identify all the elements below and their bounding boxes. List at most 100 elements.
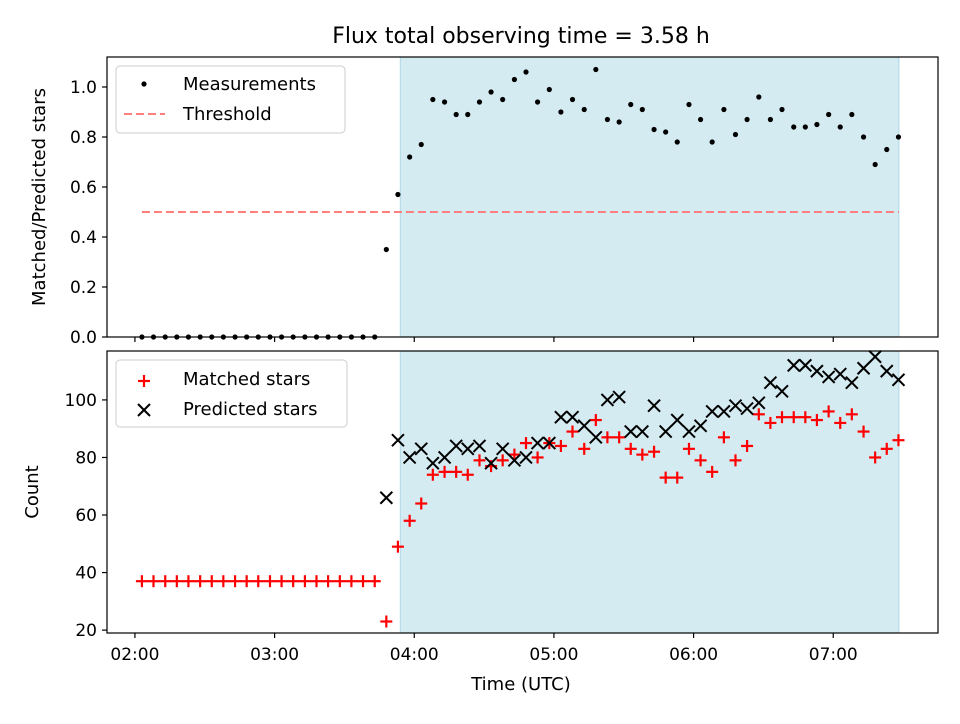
matched-star-point	[461, 468, 474, 481]
predicted-star-point	[565, 410, 580, 424]
matched-star-point	[368, 575, 381, 588]
predicted-star-point	[810, 364, 824, 378]
matched-star-point	[764, 416, 777, 429]
measurement-point	[744, 116, 750, 123]
measurement-point	[465, 111, 471, 118]
matched-star-point	[438, 465, 451, 478]
predicted-star-point	[530, 436, 545, 450]
predicted-star-point	[682, 424, 696, 439]
bottom-panel-frame	[106, 350, 939, 634]
x-tick-label: 06:00	[669, 645, 718, 665]
matched-star-point	[415, 497, 428, 510]
measurement-point	[628, 101, 634, 108]
matched-star-point	[589, 414, 602, 427]
measurement-point	[407, 154, 413, 160]
bottom-observing-interval-shade	[399, 350, 900, 634]
measurement-point	[511, 76, 517, 83]
matched-star-point	[519, 437, 532, 450]
matched-star-point	[508, 448, 521, 461]
matched-star-point	[182, 575, 195, 588]
predicted-star-point	[821, 370, 836, 384]
measurement-point	[604, 116, 611, 123]
measurement-point	[441, 99, 448, 105]
matched-star-point	[717, 431, 730, 444]
matched-star-point	[694, 454, 707, 467]
bottom-panel-axes-layer: 20 40 60 80 100 02:00 03:00 04:00 05:00 06:00 07:0…	[65, 391, 858, 665]
predicted-star-point	[391, 433, 405, 447]
predicted-star-point	[461, 442, 475, 456]
matched-star-point	[659, 471, 672, 484]
matched-star-point	[810, 414, 823, 427]
measurement-point	[872, 161, 878, 168]
predicted-star-point	[426, 456, 440, 470]
matched-star-point	[240, 575, 253, 588]
predicted-star-point	[635, 424, 650, 439]
matched-star-point	[450, 465, 463, 478]
matched-star-point	[880, 442, 893, 455]
x-tick-label: 05:00	[529, 645, 578, 665]
measurement-point	[569, 96, 576, 103]
matched-star-point	[473, 454, 486, 467]
matched-star-point	[682, 442, 695, 455]
predicted-star-point	[519, 450, 533, 465]
legend-measurements-marker	[141, 81, 147, 87]
matched-star-point	[601, 431, 614, 444]
bottom-y-tick-label: 20	[75, 621, 97, 641]
top-y-tick-label: 0.0	[70, 328, 97, 348]
measurement-point	[709, 139, 715, 145]
matched-star-point	[648, 445, 661, 458]
matched-star-point	[869, 451, 882, 464]
matched-star-point	[298, 575, 311, 588]
matched-star-point	[892, 434, 905, 447]
x-tick-label: 02:00	[110, 645, 159, 665]
matched-star-point	[380, 615, 393, 628]
measurement-point	[686, 101, 692, 108]
top-y-tick-label: 1.0	[70, 78, 97, 98]
measurement-point	[802, 124, 808, 130]
predicted-star-point	[763, 375, 778, 390]
matched-star-point	[554, 439, 567, 452]
measurement-point	[779, 106, 785, 113]
top-y-tick-label: 0.2	[70, 278, 97, 298]
measurement-point	[488, 89, 494, 95]
matched-star-point	[671, 471, 684, 484]
measurement-point	[534, 99, 541, 105]
bottom-panel-ylabel: Count	[22, 465, 43, 518]
matched-star-point	[752, 408, 765, 421]
predicted-star-point	[845, 375, 859, 390]
measurement-point	[639, 106, 645, 113]
matched-star-point	[345, 575, 358, 588]
x-tick-label: 07:00	[809, 645, 858, 665]
bottom-panel-marks-layer	[135, 350, 906, 628]
matched-star-point	[391, 540, 404, 553]
predicted-star-point	[472, 439, 487, 453]
matched-star-point	[147, 575, 160, 588]
predicted-star-point	[775, 384, 789, 398]
matched-star-point	[170, 575, 183, 588]
predicted-star-point	[624, 424, 638, 439]
predicted-star-point	[612, 390, 626, 404]
matched-star-point	[205, 575, 218, 588]
predicted-star-point	[449, 439, 463, 453]
measurement-point	[814, 121, 820, 128]
matched-star-point	[857, 425, 870, 438]
measurement-point	[476, 99, 483, 105]
matched-star-point	[636, 448, 649, 461]
predicted-star-point	[705, 404, 719, 419]
bottom-panel: 20 40 60 80 100 02:00 03:00 04:00 05:00 06:00 07:0…	[22, 350, 939, 665]
top-panel: 0.0 0.2 0.4 0.6 0.8 1.0 Matched/Predicted sta…	[29, 56, 939, 348]
measurement-point	[500, 96, 506, 103]
matched-star-point	[275, 575, 288, 588]
top-panel-ylabel: Matched/Predicted stars	[29, 88, 50, 306]
measurement-point	[418, 141, 424, 148]
measurement-point	[546, 86, 552, 93]
top-panel-shade-layer	[399, 56, 900, 338]
predicted-star-point	[554, 410, 568, 424]
predicted-star-point	[752, 396, 766, 410]
top-panel-frame	[106, 56, 939, 338]
predicted-star-point	[717, 404, 731, 419]
top-y-tick-label: 0.6	[70, 178, 97, 198]
measurement-point	[453, 111, 459, 118]
top-legend-box	[115, 65, 346, 134]
matched-star-point	[729, 454, 742, 467]
